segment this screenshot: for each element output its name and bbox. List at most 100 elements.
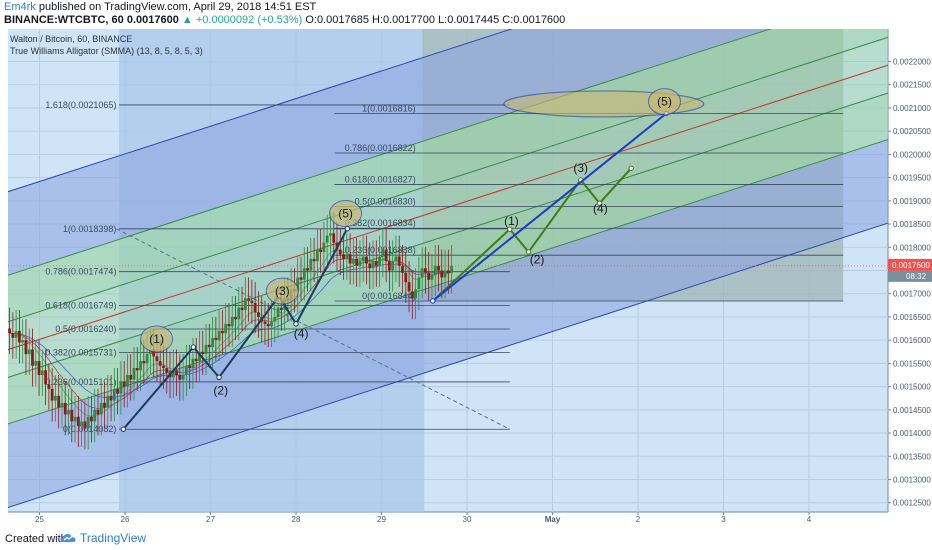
fib-projection-label: 1(0.0016816) [362,104,416,114]
candle-body [27,349,31,355]
candle-body [371,261,375,269]
wave-point [628,165,634,172]
candle-body [44,370,47,385]
candle-body [116,388,120,394]
created-with-label: Created with [5,533,67,545]
candle-body [276,307,280,317]
tradingview-cloud-icon [60,534,76,542]
wave-point [190,344,197,350]
candle-body [184,365,188,375]
candle-body [204,344,208,355]
candle-body [374,261,378,266]
candle-body [227,323,231,327]
price-tick-label: 0.0022000 [893,58,931,67]
footer: Created with TradingView [0,527,932,550]
alligator-jaw-line [9,263,452,399]
candle-body [345,254,349,259]
candle-body [17,330,21,343]
candle-body [175,370,178,375]
time-tick-label: 26 [121,515,130,524]
wave-label: (2) [213,384,228,398]
candle-body [155,356,159,362]
candle-body [414,289,417,299]
candle-body [57,395,61,408]
candle-body [273,316,277,322]
fib-projection-label: 0.5(0.0016830) [355,196,416,206]
channel-band-lower-blue [8,139,888,508]
fib-projection-label: 0.236(0.0016838) [345,245,416,255]
channel-line [8,36,888,323]
candle-body [237,307,241,320]
wave-label: (2) [530,253,545,267]
wave-highlight-ellipse [140,325,174,353]
chart-area[interactable]: 1.618(0.0021065) 1(0.0018398) 0.786(0.0017… [0,27,932,524]
candle-body [404,272,408,283]
candle-body [60,402,64,408]
price-tick-label: 0.0021500 [893,81,931,90]
candle-body [325,235,329,243]
candle-body [165,368,169,373]
candle-body [394,256,398,262]
candle-body [450,265,454,273]
candle-body [309,258,313,271]
wave-point [216,374,222,381]
chart-legend: Walton / Bitcoin, 60, BINANCE True Willia… [10,34,203,56]
candle-body [37,361,41,375]
candle-body [162,365,165,369]
candle-body [126,374,129,387]
candle-body [214,337,218,341]
fib-level-label: 0.618(0.0016749) [45,300,116,310]
channel-median-line [8,64,888,351]
candle-body [315,249,319,262]
price-tick-label: 0.0020500 [893,127,931,136]
candle-body [201,351,205,355]
candle-body [181,374,185,380]
candle-body [312,258,316,262]
channel-line [8,29,772,276]
fib-projection-label: 0.786(0.0016822) [345,143,416,153]
time-tick-label: 29 [377,515,386,524]
candle-body [378,256,381,266]
candle-body [401,265,404,273]
symbol-label: BINANCE:WTCBTC, 60 [4,14,124,26]
candle-body [240,307,244,310]
wave-label: (3) [275,284,290,298]
candle-body [207,344,211,348]
candle-body [329,233,332,236]
candle-body [368,263,372,269]
candle-body [430,275,434,280]
price-tick-label: 0.0019000 [893,197,931,206]
candle-body [420,268,424,278]
candle-body [296,277,300,292]
candle-body [319,249,323,252]
current-price-tag [888,258,932,271]
fib-level-label: 0.382(0.0015731) [45,348,116,358]
publisher-link[interactable]: Em4rk [4,1,36,13]
countdown-label: 08:32 [906,272,927,281]
candle-body [67,409,70,415]
price-tick-label: 0.0013500 [893,452,931,461]
candle-body [257,312,260,317]
wave-label: (1) [149,332,164,346]
candle-body [263,321,267,324]
fib-level-label: 0.236(0.0015101) [45,377,116,387]
price-chart[interactable]: 1.618(0.0021065) 1(0.0018398) 0.786(0.0017… [0,27,932,524]
candle-body [11,333,15,338]
price-tick-label: 0.0020000 [893,150,931,159]
wave-highlight-ellipse [265,277,299,305]
tradingview-brand[interactable]: TradingView [60,531,146,545]
price-tick-label: 0.0021000 [893,104,931,113]
price-tick-label: 0.0017000 [893,290,931,299]
candle-body [171,370,175,378]
price-tick-label: 0.0016500 [893,313,931,322]
candle-body [142,361,146,364]
candle-body [243,298,247,310]
countdown-tag [888,270,932,282]
elliott-wave-projection-blue [432,112,667,302]
candle-body [158,361,162,366]
price-tick-label: 0.0016000 [893,336,931,345]
candle-body [40,370,44,375]
candle-body [80,421,84,427]
wave-point [293,321,299,327]
wave-point [430,298,436,304]
